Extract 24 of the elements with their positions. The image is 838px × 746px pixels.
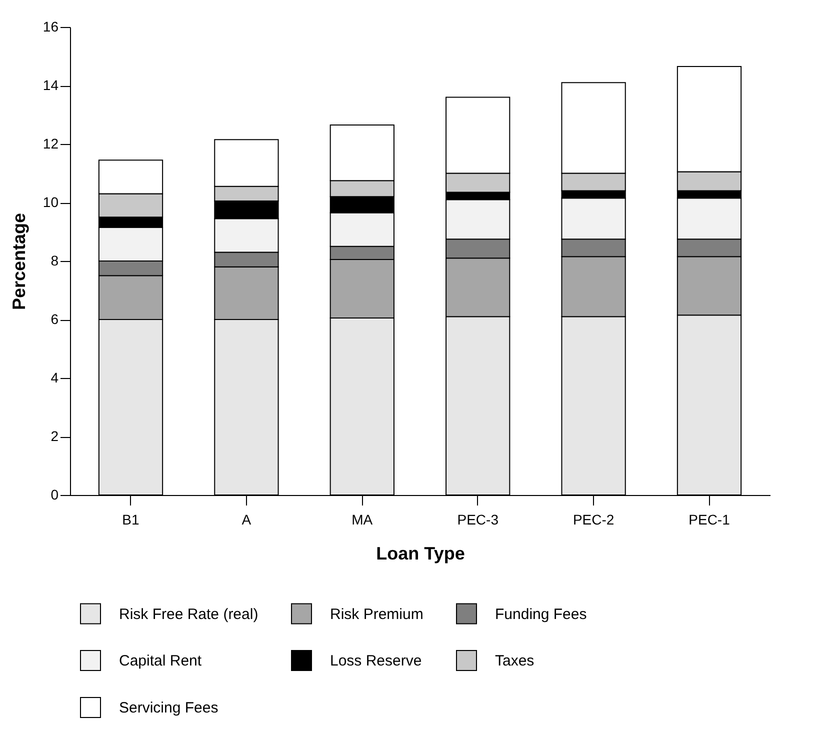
- x-tick-label: A: [242, 512, 252, 528]
- legend-label: Risk Premium: [330, 606, 424, 623]
- y-tick-label: 0: [50, 486, 59, 502]
- legend-label: Servicing Fees: [119, 700, 218, 716]
- y-tick-label: 8: [50, 252, 59, 268]
- legend-label: Risk Free Rate (real): [119, 606, 258, 623]
- legend-label: Taxes: [495, 652, 534, 670]
- y-tick-label: 4: [50, 370, 59, 386]
- x-tick-label: PEC-1: [688, 512, 730, 528]
- x-axis-title: Loan Type: [376, 544, 465, 564]
- x-tick-label: PEC-2: [572, 512, 614, 528]
- x-tick-label: MA: [352, 512, 374, 528]
- y-tick-label: 12: [42, 136, 59, 152]
- y-tick-label: 14: [42, 77, 59, 93]
- y-tick-label: 6: [50, 311, 59, 327]
- x-tick-label: PEC-3: [457, 512, 499, 528]
- legend-label: Loss Reserve: [330, 652, 422, 670]
- y-axis-title: Percentage: [8, 212, 29, 310]
- legend-label: Capital Rent: [119, 652, 202, 670]
- y-tick-label: 16: [42, 18, 59, 34]
- x-tick-label: B1: [122, 512, 140, 528]
- legend-label: Funding Fees: [495, 606, 587, 623]
- y-tick-label: 2: [50, 428, 59, 444]
- y-tick-label: 10: [42, 194, 59, 210]
